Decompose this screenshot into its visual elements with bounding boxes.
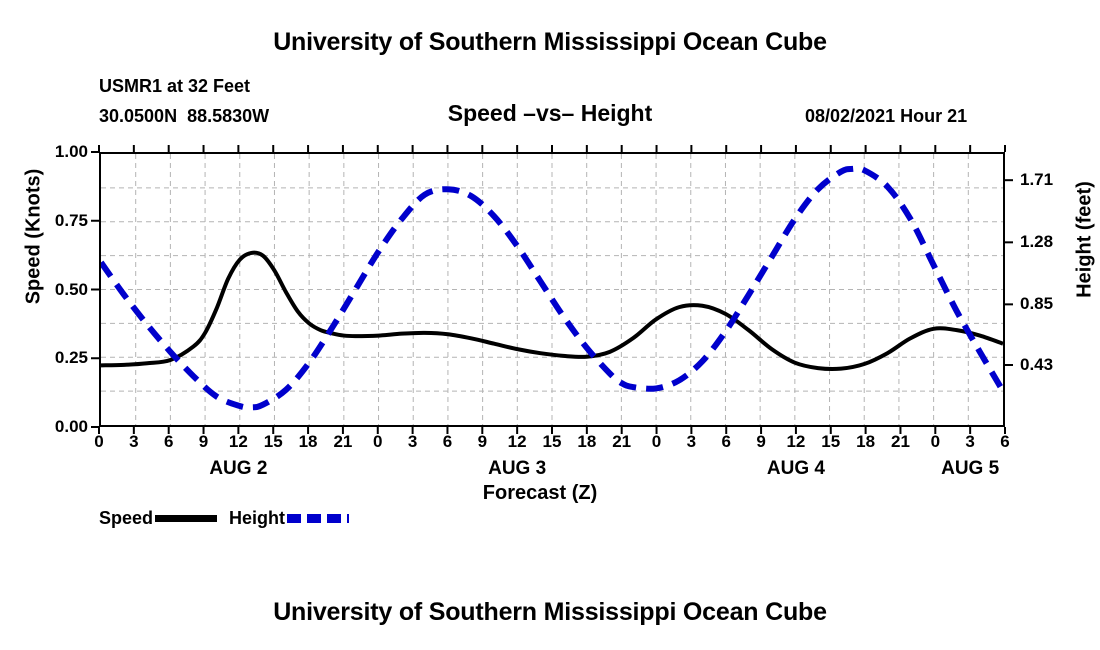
legend-label-height: Height [229,508,285,528]
x-hour-tick-label: 6 [163,432,174,451]
x-day-label: AUG 4 [766,458,825,479]
x-hour-tick-label: 9 [756,432,766,451]
x-hour-tick-label: 18 [298,432,318,451]
y-axis-right-ticks: 0.43 0.85 1.28 1.71 [1020,152,1080,427]
x-hour-tick-label: 6 [721,432,731,451]
x-hour-tick-label: 12 [786,432,806,451]
x-hour-tick-label: 15 [263,432,283,451]
chart-subtitle: Speed –vs– Height [447,100,653,126]
chart-canvas [101,154,1003,425]
y-axis-left-ticks: 0.00 0.25 0.50 0.75 1.00 [30,142,88,436]
y-right-tick-label: 0.43 [1020,354,1054,374]
x-hour-tick-label: 3 [965,432,975,451]
x-hour-tick-label: 3 [129,432,139,451]
y-left-tick-label: 0.00 [54,417,88,436]
y-left-tick-label: 0.75 [54,210,88,230]
y-left-tick-label: 0.50 [54,279,88,299]
x-hour-tick-label: 12 [507,432,527,451]
y-right-tick-label: 1.28 [1020,232,1054,252]
x-hour-tick-label: 15 [542,432,562,451]
x-axis-hour-ticks: 0 3 6 9 12 15 18 21 0 3 6 9 12 15 18 21 0 3 6 9 12 15 18 21 0 3 6 [94,432,1009,456]
legend-item-height: Height [229,508,349,529]
legend-swatch-height-icon [287,514,349,523]
x-hour-tick-label: 15 [821,432,841,451]
x-day-label: AUG 2 [209,458,268,479]
x-hour-tick-label: 9 [477,432,488,451]
legend-swatch-speed-icon [155,515,218,522]
forecast-timestamp: 08/02/2021 Hour 21 [805,106,968,126]
page-title: University of Southern Mississippi Ocean… [273,28,827,56]
footer-title: University of Southern Mississippi Ocean… [273,598,827,626]
x-hour-tick-label: 6 [442,432,453,451]
x-hour-tick-label: 3 [686,432,697,451]
x-hour-tick-label: 18 [577,432,597,451]
x-axis-day-labels: AUG 2 AUG 3 AUG 4 AUG 5 [99,458,1005,484]
x-hour-tick-label: 0 [94,432,104,451]
y-right-tick-label: 0.85 [1020,294,1054,314]
station-coordinates: 30.0500N 88.5830W [99,106,270,126]
x-hour-tick-label: 9 [198,432,209,451]
x-hour-tick-label: 0 [651,432,662,451]
x-day-label: AUG 5 [941,458,1000,479]
legend-label-speed: Speed [99,508,154,528]
x-hour-tick-label: 0 [373,432,383,451]
x-hour-tick-label: 0 [930,432,941,451]
x-hour-tick-label: 21 [612,432,632,451]
x-hour-tick-label: 12 [228,432,248,451]
x-hour-tick-label: 18 [856,432,876,451]
chart-plot-area [99,152,1005,427]
x-hour-tick-label: 21 [890,432,910,451]
x-hour-tick-label: 6 [1000,432,1010,451]
y-left-tick-label: 0.25 [54,348,88,368]
legend-item-speed: Speed [99,508,218,529]
x-axis-title: Forecast (Z) [482,482,598,504]
x-day-label: AUG 3 [488,458,547,479]
station-info: USMR1 at 32 Feet [99,76,251,96]
y-right-tick-label: 1.71 [1020,170,1054,190]
y-left-tick-label: 1.00 [54,142,88,161]
x-hour-tick-label: 21 [333,432,353,451]
x-hour-tick-label: 3 [407,432,418,451]
